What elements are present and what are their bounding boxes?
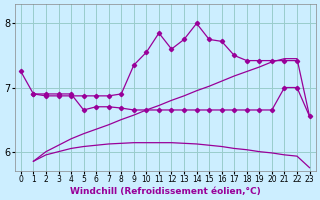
X-axis label: Windchill (Refroidissement éolien,°C): Windchill (Refroidissement éolien,°C)	[70, 187, 260, 196]
